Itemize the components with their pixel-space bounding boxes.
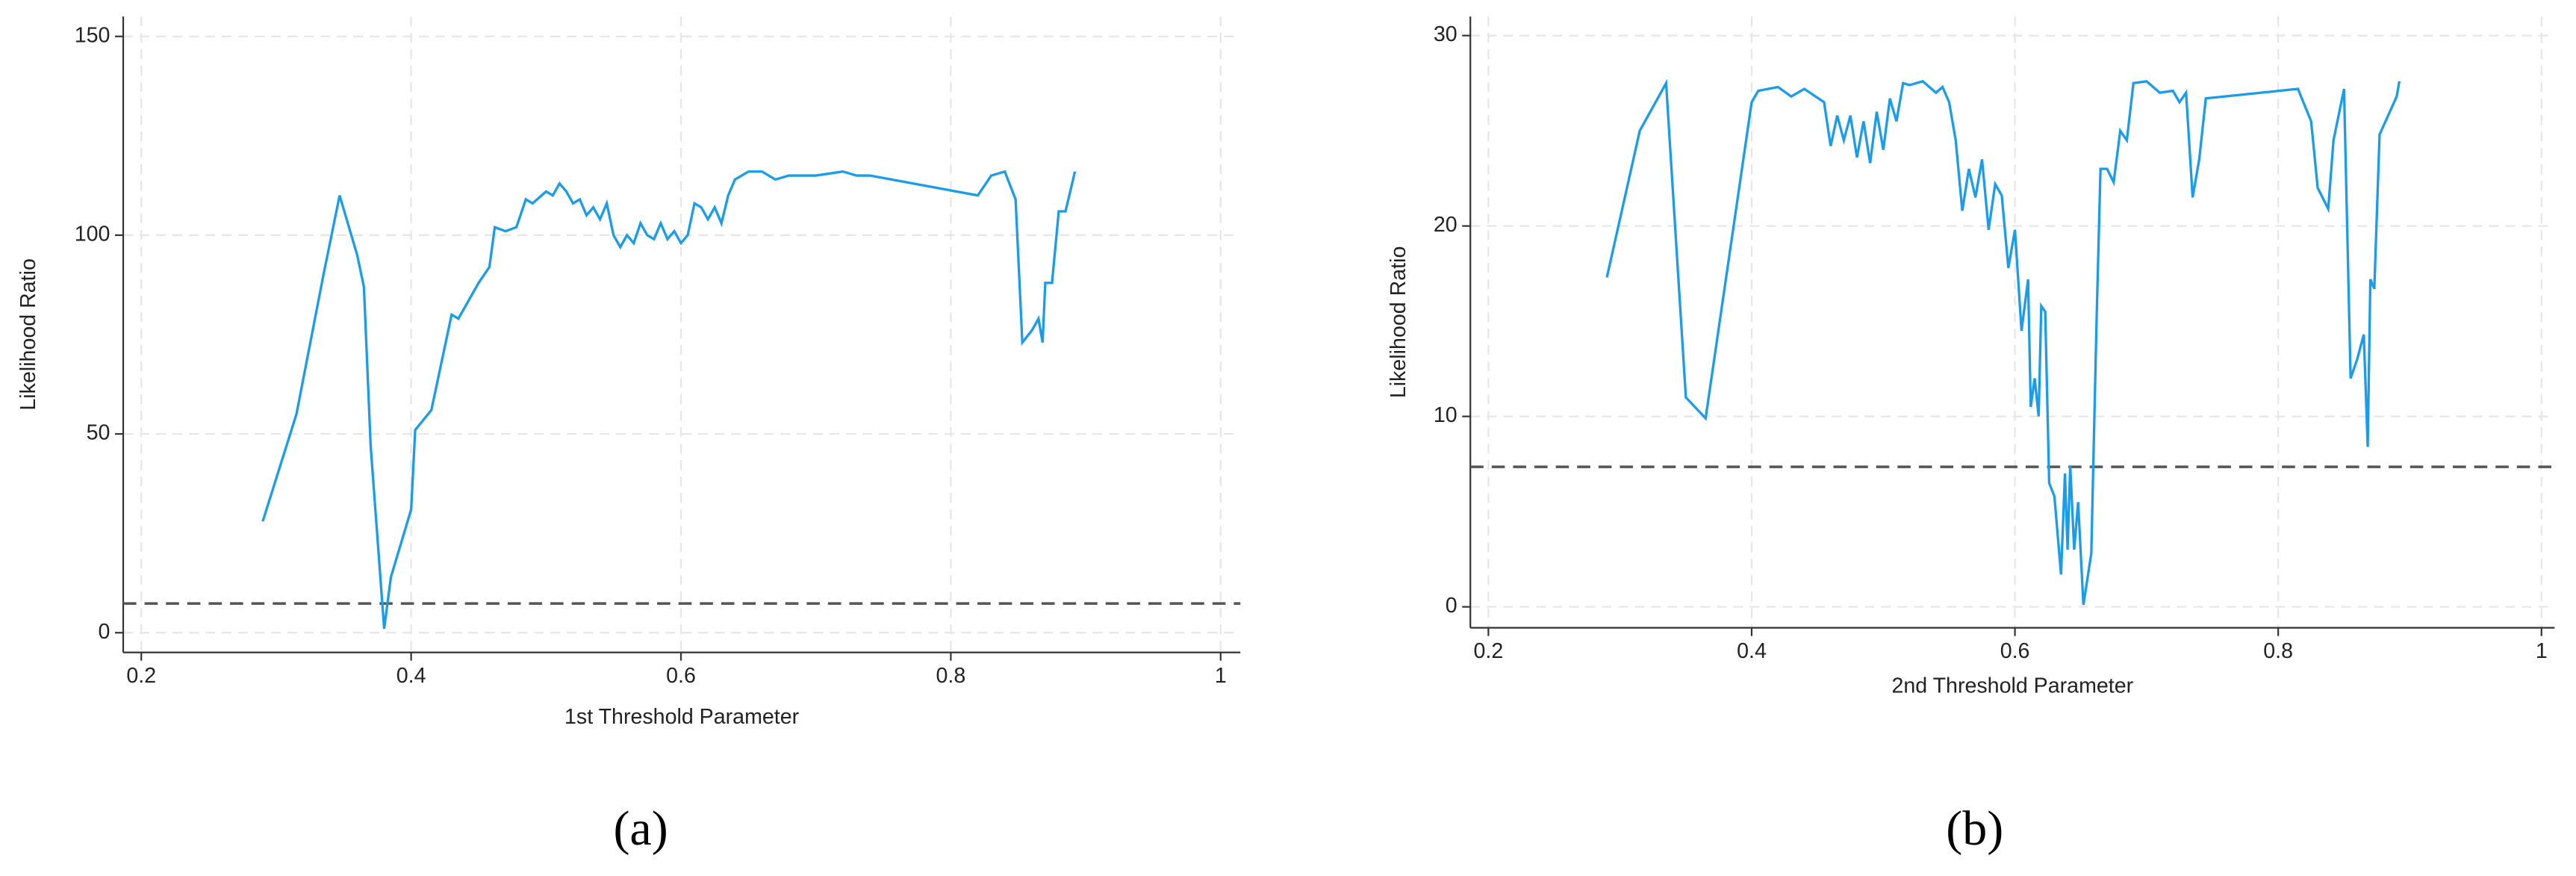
x-tick-label: 0.6 — [2000, 639, 2030, 663]
x-tick-label: 0.2 — [126, 664, 156, 688]
y-tick-label: 100 — [75, 222, 111, 246]
x-tick-label: 0.4 — [1737, 639, 1767, 663]
y-tick-label: 20 — [1434, 213, 1457, 237]
data-line — [1605, 78, 2401, 606]
x-tick-label: 0.6 — [666, 664, 696, 688]
x-tick-label: 0.4 — [396, 664, 426, 688]
caption: (b) — [1946, 801, 2003, 856]
x-tick-label: 0.2 — [1474, 639, 1504, 663]
y-tick-label: 10 — [1434, 403, 1457, 427]
y-tick-label: 0 — [1446, 594, 1457, 618]
y-tick-label: 30 — [1434, 22, 1457, 46]
caption: (a) — [613, 801, 668, 856]
y-tick-label: 0 — [99, 620, 111, 644]
y-tick-label: 50 — [87, 421, 111, 445]
x-tick-label: 0.8 — [936, 664, 966, 688]
data-line — [261, 170, 1077, 630]
x-tick-label: 0.8 — [2263, 639, 2293, 663]
y-axis-label: Likelihood Ratio — [16, 258, 40, 410]
y-axis-label: Likelihood Ratio — [1387, 246, 1410, 398]
y-tick-label: 150 — [75, 23, 111, 47]
x-tick-label: 1 — [1215, 664, 1227, 688]
x-axis-label: 2nd Threshold Parameter — [1891, 674, 2133, 698]
x-tick-label: 1 — [2536, 639, 2548, 663]
x-axis-label: 1st Threshold Parameter — [564, 705, 800, 729]
